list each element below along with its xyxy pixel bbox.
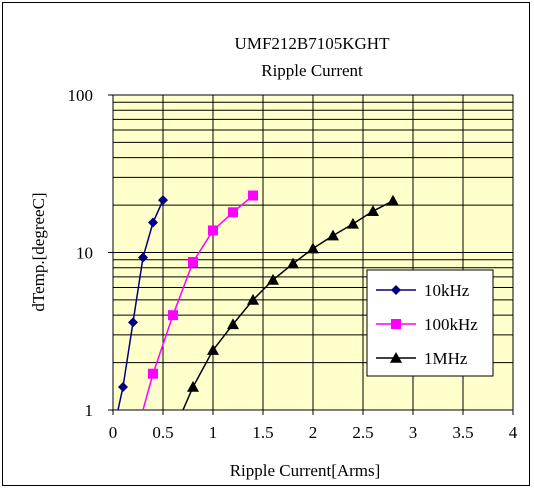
data-point-10khz bbox=[118, 381, 128, 392]
data-point-1mhz bbox=[227, 318, 239, 330]
legend-label-1mhz: 1MHz bbox=[424, 349, 468, 368]
series-line-1mhz bbox=[182, 200, 394, 411]
data-point-1mhz bbox=[307, 242, 319, 254]
y-tick-label: 10 bbox=[76, 244, 93, 263]
x-tick-label: 1.5 bbox=[252, 423, 273, 442]
series-10khz bbox=[117, 195, 168, 411]
x-tick-label: 1 bbox=[209, 423, 218, 442]
data-point-1mhz bbox=[267, 273, 279, 285]
data-point-100khz bbox=[168, 310, 178, 321]
x-tick-label: 2.5 bbox=[352, 423, 373, 442]
data-point-100khz bbox=[248, 190, 258, 201]
data-point-1mhz bbox=[347, 217, 359, 229]
series-1mhz bbox=[182, 194, 399, 411]
x-axis-label: Ripple Current[Arms] bbox=[230, 461, 381, 480]
legend-marker-100khz bbox=[391, 319, 401, 329]
data-point-1mhz bbox=[387, 194, 399, 206]
x-axis-ticks: 0 0.5 1 1.5 2 2.5 3 3.5 4 bbox=[109, 410, 518, 442]
data-point-100khz bbox=[188, 257, 198, 268]
legend-marker-1mhz bbox=[390, 352, 402, 363]
x-tick-label: 2 bbox=[309, 423, 318, 442]
x-tick-label: 0.5 bbox=[152, 423, 173, 442]
data-point-1mhz bbox=[367, 205, 379, 216]
data-point-1mhz bbox=[247, 293, 259, 305]
data-point-10khz bbox=[148, 217, 158, 228]
y-tick-label: 1 bbox=[85, 401, 94, 420]
data-point-1mhz bbox=[187, 380, 199, 392]
x-tick-label: 3 bbox=[409, 423, 418, 442]
data-point-1mhz bbox=[207, 344, 219, 355]
y-axis-label: dTemp.[degreeC] bbox=[29, 192, 48, 311]
data-point-100khz bbox=[228, 207, 238, 218]
series-100khz bbox=[142, 190, 258, 411]
y-axis-ticks: 1 10 100 bbox=[68, 86, 113, 420]
legend-label-10khz: 10kHz bbox=[424, 281, 470, 300]
chart-subtitle: Ripple Current bbox=[261, 61, 363, 80]
data-point-10khz bbox=[128, 317, 138, 328]
x-tick-label: 4 bbox=[509, 423, 518, 442]
x-tick-label: 0 bbox=[109, 423, 118, 442]
legend-marker-10khz bbox=[391, 285, 401, 295]
data-point-100khz bbox=[208, 225, 218, 236]
data-point-100khz bbox=[148, 368, 158, 379]
series-group bbox=[117, 190, 399, 411]
chart-title: UMF212B7105KGHT bbox=[235, 34, 391, 53]
y-tick-label: 100 bbox=[68, 86, 94, 105]
data-point-10khz bbox=[138, 252, 148, 263]
data-point-1mhz bbox=[327, 229, 339, 241]
legend-label-100khz: 100kHz bbox=[424, 315, 478, 334]
data-point-10khz bbox=[158, 195, 168, 206]
legend: 10kHz 100kHz 1MHz bbox=[366, 269, 494, 377]
data-point-1mhz bbox=[287, 257, 299, 269]
x-tick-label: 3.5 bbox=[452, 423, 473, 442]
